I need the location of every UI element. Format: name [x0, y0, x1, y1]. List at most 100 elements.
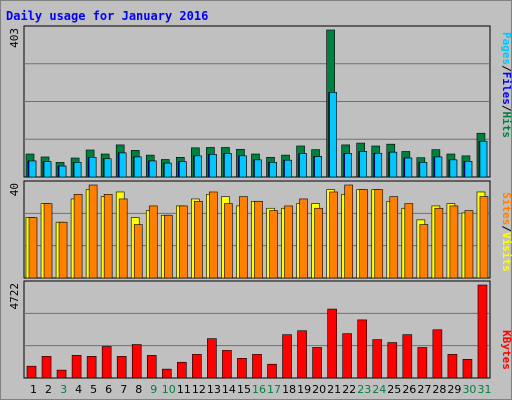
- kbytes-bar: [327, 308, 337, 379]
- y-axis-max-label: 403: [8, 28, 21, 48]
- sites-bar: [163, 214, 173, 279]
- x-axis-day-label: 6: [105, 383, 112, 396]
- pages-bar: [389, 151, 398, 178]
- x-axis-day-label: 1: [30, 383, 37, 396]
- sites-bar: [73, 194, 83, 279]
- x-axis-day-label: 12: [192, 383, 206, 396]
- kbytes-bar: [447, 354, 458, 379]
- sites-bar: [344, 184, 353, 279]
- series-label-pages-files-hits-part: Files: [500, 72, 512, 105]
- sites-bar: [464, 210, 474, 279]
- sites-bar: [103, 194, 113, 279]
- x-axis-day-label: 27: [417, 383, 431, 396]
- pages-bar: [43, 161, 52, 178]
- y-axis-max-label: 4722: [8, 283, 21, 310]
- series-label-pages-files-hits-part: Hits: [500, 112, 512, 139]
- kbytes-bar: [41, 356, 52, 379]
- sites-bar: [299, 198, 308, 279]
- pages-bar: [479, 140, 488, 178]
- sites-bar: [314, 207, 323, 279]
- x-axis-day-label: 25: [387, 383, 401, 396]
- sites-bar: [389, 196, 399, 279]
- sites-bar: [209, 191, 218, 279]
- kbytes-bar: [146, 355, 157, 379]
- pages-bar: [28, 160, 37, 178]
- pages-bar: [329, 92, 337, 178]
- pages-bar: [163, 162, 172, 178]
- kbytes-bar: [101, 346, 112, 379]
- x-axis-day-label: 18: [282, 383, 296, 396]
- pages-bar: [269, 162, 277, 178]
- sites-bar: [479, 196, 489, 279]
- kbytes-bar: [312, 347, 322, 379]
- sites-bar: [133, 224, 143, 279]
- sites-bar: [254, 200, 263, 279]
- x-axis-day-label: 10: [162, 383, 176, 396]
- sites-bar: [148, 205, 158, 279]
- pages-bar: [58, 165, 67, 178]
- x-axis-day-label: 4: [75, 383, 82, 396]
- series-label-pages-files-hits: Pages/Files/Hits: [500, 32, 512, 138]
- pages-bar: [194, 155, 202, 178]
- x-axis-day-label: 13: [207, 383, 221, 396]
- sites-bar: [329, 191, 338, 279]
- kbytes-bar: [372, 339, 383, 379]
- x-axis-day-label: 19: [297, 383, 311, 396]
- pages-bar: [299, 153, 307, 178]
- sites-bar: [118, 198, 128, 279]
- pages-bar: [179, 161, 187, 178]
- x-axis-day-label: 26: [402, 383, 416, 396]
- x-axis-day-label: 9: [150, 383, 157, 396]
- sites-bar: [419, 224, 429, 279]
- x-axis-day-label: 8: [135, 383, 142, 396]
- pages-bar: [404, 157, 413, 178]
- kbytes-bar: [222, 350, 232, 379]
- kbytes-bar: [357, 319, 368, 379]
- series-label-pages-files-hits-part: /: [500, 105, 512, 112]
- kbytes-bar: [161, 368, 172, 379]
- x-axis-day-label: 5: [90, 383, 97, 396]
- kbytes-bar: [267, 363, 277, 379]
- sites-bar: [88, 184, 98, 279]
- kbytes-bar: [86, 356, 97, 379]
- kbytes-bar: [192, 354, 202, 379]
- sites-bar: [404, 203, 414, 279]
- sites-bar: [269, 210, 278, 279]
- pages-bar: [374, 152, 383, 178]
- pages-bar: [209, 154, 217, 178]
- chart-title: Daily usage for January 2016: [6, 9, 209, 23]
- kbytes-bar: [432, 329, 443, 379]
- kbytes-bar: [387, 342, 398, 379]
- pages-bar: [419, 162, 428, 178]
- series-label-pages-files-hits-part: Pages: [500, 32, 512, 65]
- series-label-sites-visits-part: Sites: [500, 192, 512, 225]
- kbytes-bar: [282, 334, 292, 379]
- x-axis-day-label: 20: [312, 383, 326, 396]
- kbytes-bar: [177, 361, 187, 379]
- sites-bar: [194, 200, 203, 279]
- kbytes-bar: [417, 347, 428, 379]
- kbytes-bar: [252, 354, 262, 379]
- x-axis-day-label: 31: [477, 383, 491, 396]
- pages-bar: [224, 153, 232, 178]
- series-label-sites-visits-part: /: [500, 225, 512, 232]
- pages-bar: [449, 159, 458, 178]
- kbytes-bar: [56, 369, 67, 379]
- sites-bar: [179, 205, 188, 279]
- series-label-pages-files-hits-part: /: [500, 65, 512, 72]
- sites-bar: [284, 205, 293, 279]
- pages-bar: [434, 156, 443, 178]
- kbytes-bar: [116, 356, 127, 379]
- x-axis-day-label: 24: [372, 383, 386, 396]
- sites-bar: [449, 205, 459, 279]
- kbytes-bar: [237, 358, 247, 379]
- x-axis-day-label: 22: [342, 383, 356, 396]
- x-axis-day-label: 30: [462, 383, 476, 396]
- pages-bar: [239, 155, 247, 178]
- pages-bar: [73, 162, 82, 178]
- x-axis-day-label: 14: [222, 383, 236, 396]
- x-axis-day-label: 23: [357, 383, 371, 396]
- sites-bar: [28, 217, 38, 279]
- kbytes-bar: [26, 365, 37, 379]
